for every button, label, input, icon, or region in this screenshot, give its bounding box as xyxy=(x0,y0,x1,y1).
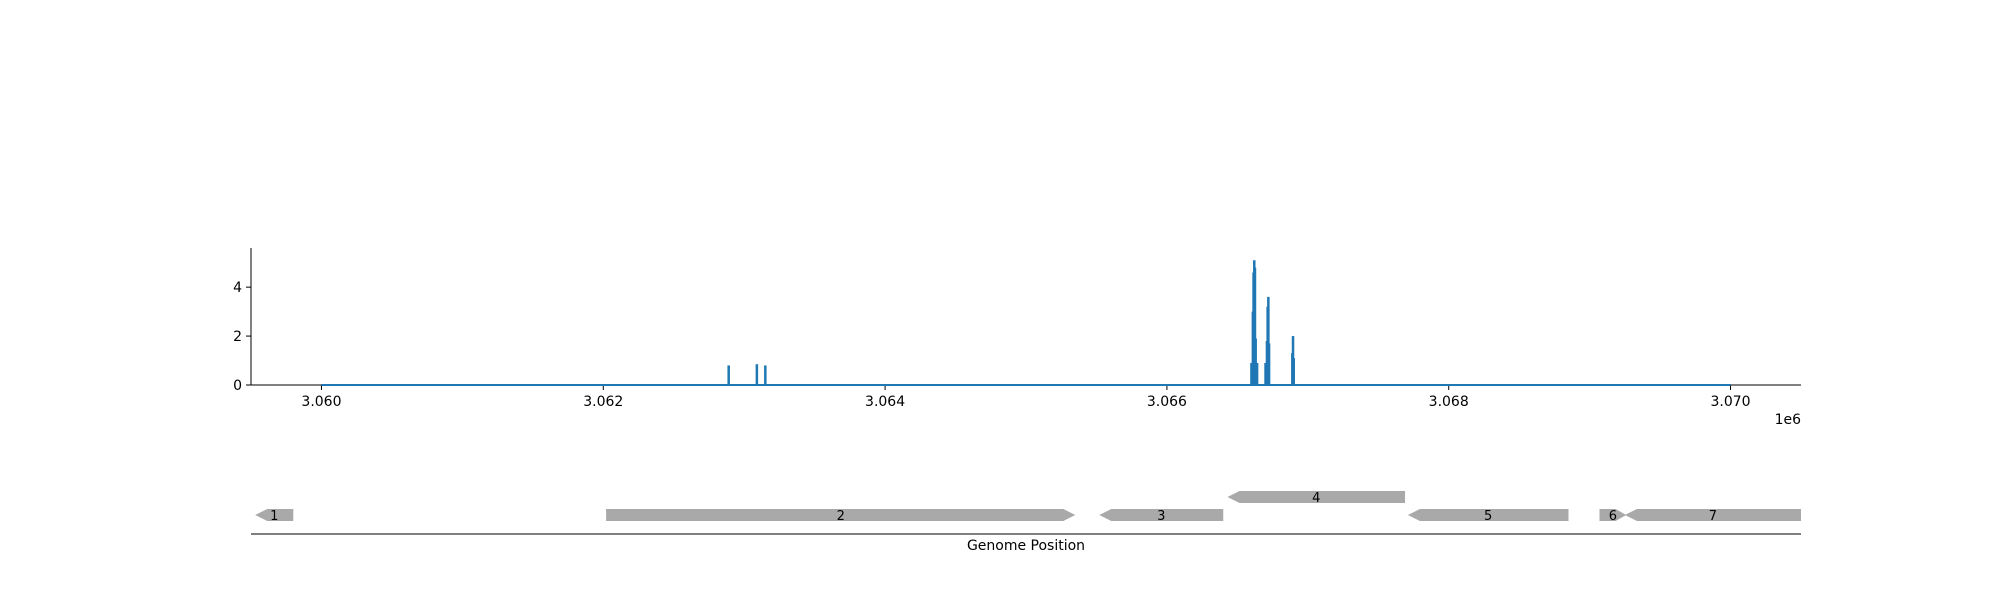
gene-6 xyxy=(1599,509,1627,521)
x-tick-label: 3.060 xyxy=(301,394,341,410)
gene-1 xyxy=(255,509,294,521)
gene-7 xyxy=(1624,509,1801,521)
y-tick-label: 2 xyxy=(233,329,242,345)
gene-label: 5 xyxy=(1484,509,1492,524)
gene-4 xyxy=(1227,491,1406,503)
y-tick-label: 0 xyxy=(233,378,242,394)
x-offset-label: 1e6 xyxy=(1775,412,1802,428)
gene-label: 7 xyxy=(1709,509,1717,524)
coverage-plot: 0 2 4 3.060 3.062 3.064 3.066 3.068 3.070 1e6 xyxy=(233,248,1801,428)
gene-label: 4 xyxy=(1312,491,1320,506)
gene-2 xyxy=(606,509,1076,521)
gene-5 xyxy=(1407,509,1569,521)
x-tick-label: 3.070 xyxy=(1710,394,1750,410)
x-tick-label: 3.068 xyxy=(1429,394,1469,410)
x-tick-label: 3.062 xyxy=(583,394,623,410)
gene-label: 6 xyxy=(1609,509,1617,524)
gene-label: 1 xyxy=(270,509,278,524)
y-tick-label: 4 xyxy=(233,280,242,296)
genes: 1 2 3 4 5 6 7 xyxy=(255,491,1801,524)
gene-track-xlabel: Genome Position xyxy=(967,538,1085,554)
x-tick-label: 3.066 xyxy=(1147,394,1187,410)
gene-label: 2 xyxy=(837,509,845,524)
coverage-series xyxy=(321,260,1731,386)
gene-3 xyxy=(1099,509,1224,521)
gene-track: 1 2 3 4 5 6 7 Genome Position xyxy=(251,491,1801,554)
x-tick-label: 3.064 xyxy=(865,394,905,410)
x-ticks: 3.060 3.062 3.064 3.066 3.068 3.070 xyxy=(301,385,1751,410)
gene-label: 3 xyxy=(1157,509,1165,524)
y-ticks: 0 2 4 xyxy=(233,280,251,394)
